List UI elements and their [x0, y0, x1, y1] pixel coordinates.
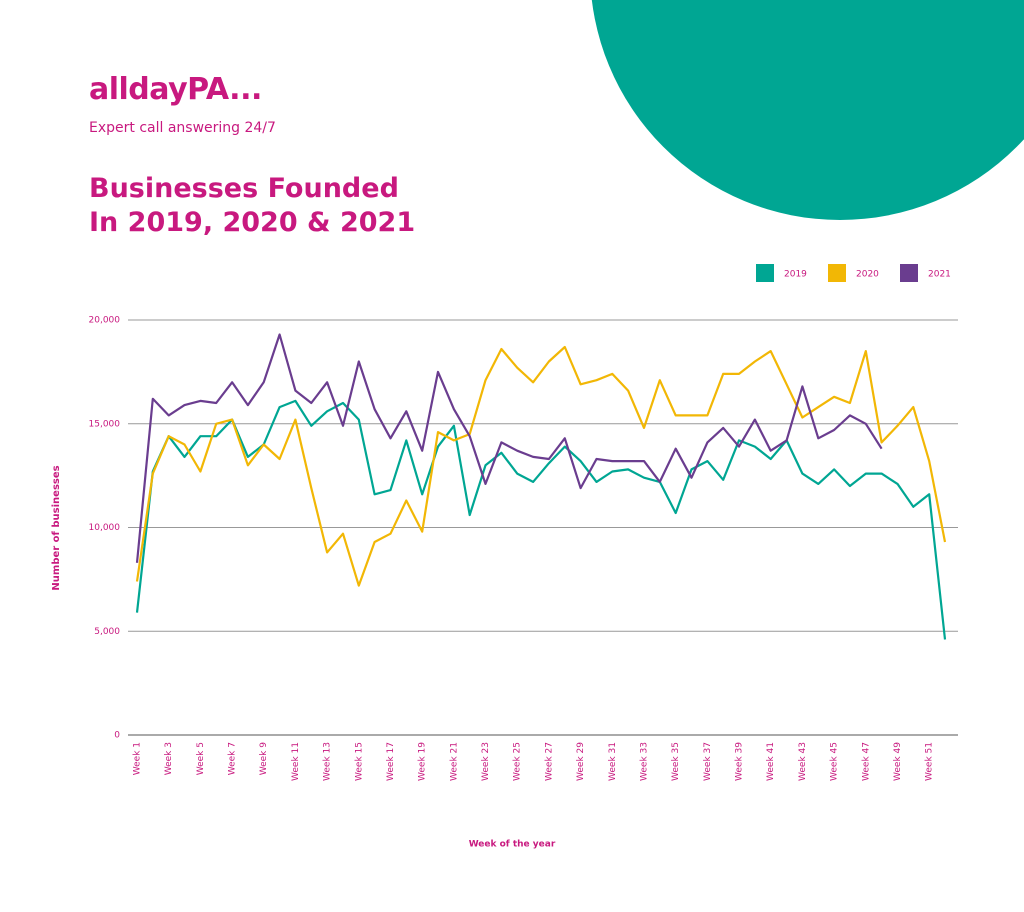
x-tick-label: Week 51	[925, 742, 935, 781]
x-tick-label: Week 31	[608, 742, 618, 781]
y-tick-label: 5,000	[94, 627, 120, 637]
x-tick-label: Week 21	[449, 742, 459, 781]
legend-label: 2020	[856, 270, 879, 280]
decor-circle	[591, 0, 1024, 220]
chart-title: Businesses Founded In 2019, 2020 & 2021	[89, 173, 416, 238]
x-tick-label: Week 23	[481, 742, 491, 781]
x-tick-label: Week 39	[735, 742, 745, 781]
x-tick-label: Week 3	[164, 742, 174, 775]
x-tick-label: Week 7	[228, 742, 238, 775]
x-tick-label: Week 35	[671, 742, 681, 781]
x-tick-label: Week 45	[830, 742, 840, 781]
legend-swatch	[900, 264, 918, 282]
x-tick-label: Week 41	[766, 742, 776, 781]
legend-label: 2021	[928, 270, 951, 280]
y-axis-label: Number of businesses	[51, 465, 62, 590]
x-tick-label: Week 37	[703, 742, 713, 781]
y-tick-label: 10,000	[89, 523, 121, 533]
x-tick-label: Week 47	[861, 742, 871, 781]
x-tick-label: Week 25	[513, 742, 523, 781]
x-tick-label: Week 33	[639, 742, 649, 781]
legend-label: 2019	[784, 270, 807, 280]
y-tick-label: 0	[114, 731, 120, 741]
legend-swatch	[828, 264, 846, 282]
x-tick-label: Week 15	[354, 742, 364, 781]
y-tick-label: 15,000	[89, 419, 121, 429]
series-line	[135, 345, 947, 587]
y-tick-label: 20,000	[89, 316, 121, 326]
x-tick-label: Week 43	[798, 742, 808, 781]
x-tick-label: Week 49	[893, 742, 903, 781]
x-tick-label: Week 19	[418, 742, 428, 781]
x-tick-label: Week 29	[576, 742, 586, 781]
legend-swatch	[756, 264, 774, 282]
series-line	[135, 399, 947, 640]
x-tick-label: Week 5	[196, 742, 206, 775]
x-tick-label: Week 13	[323, 742, 333, 781]
x-tick-label: Week 27	[544, 742, 554, 781]
x-tick-label: Week 11	[291, 742, 301, 781]
x-axis-label: Week of the year	[469, 840, 556, 850]
x-tick-label: Week 9	[259, 742, 269, 776]
x-tick-label: Week 1	[133, 742, 143, 775]
logo: alldayPA...	[89, 72, 262, 107]
series-line	[135, 333, 883, 563]
x-tick-label: Week 17	[386, 742, 396, 781]
tagline: Expert call answering 24/7	[89, 120, 276, 136]
